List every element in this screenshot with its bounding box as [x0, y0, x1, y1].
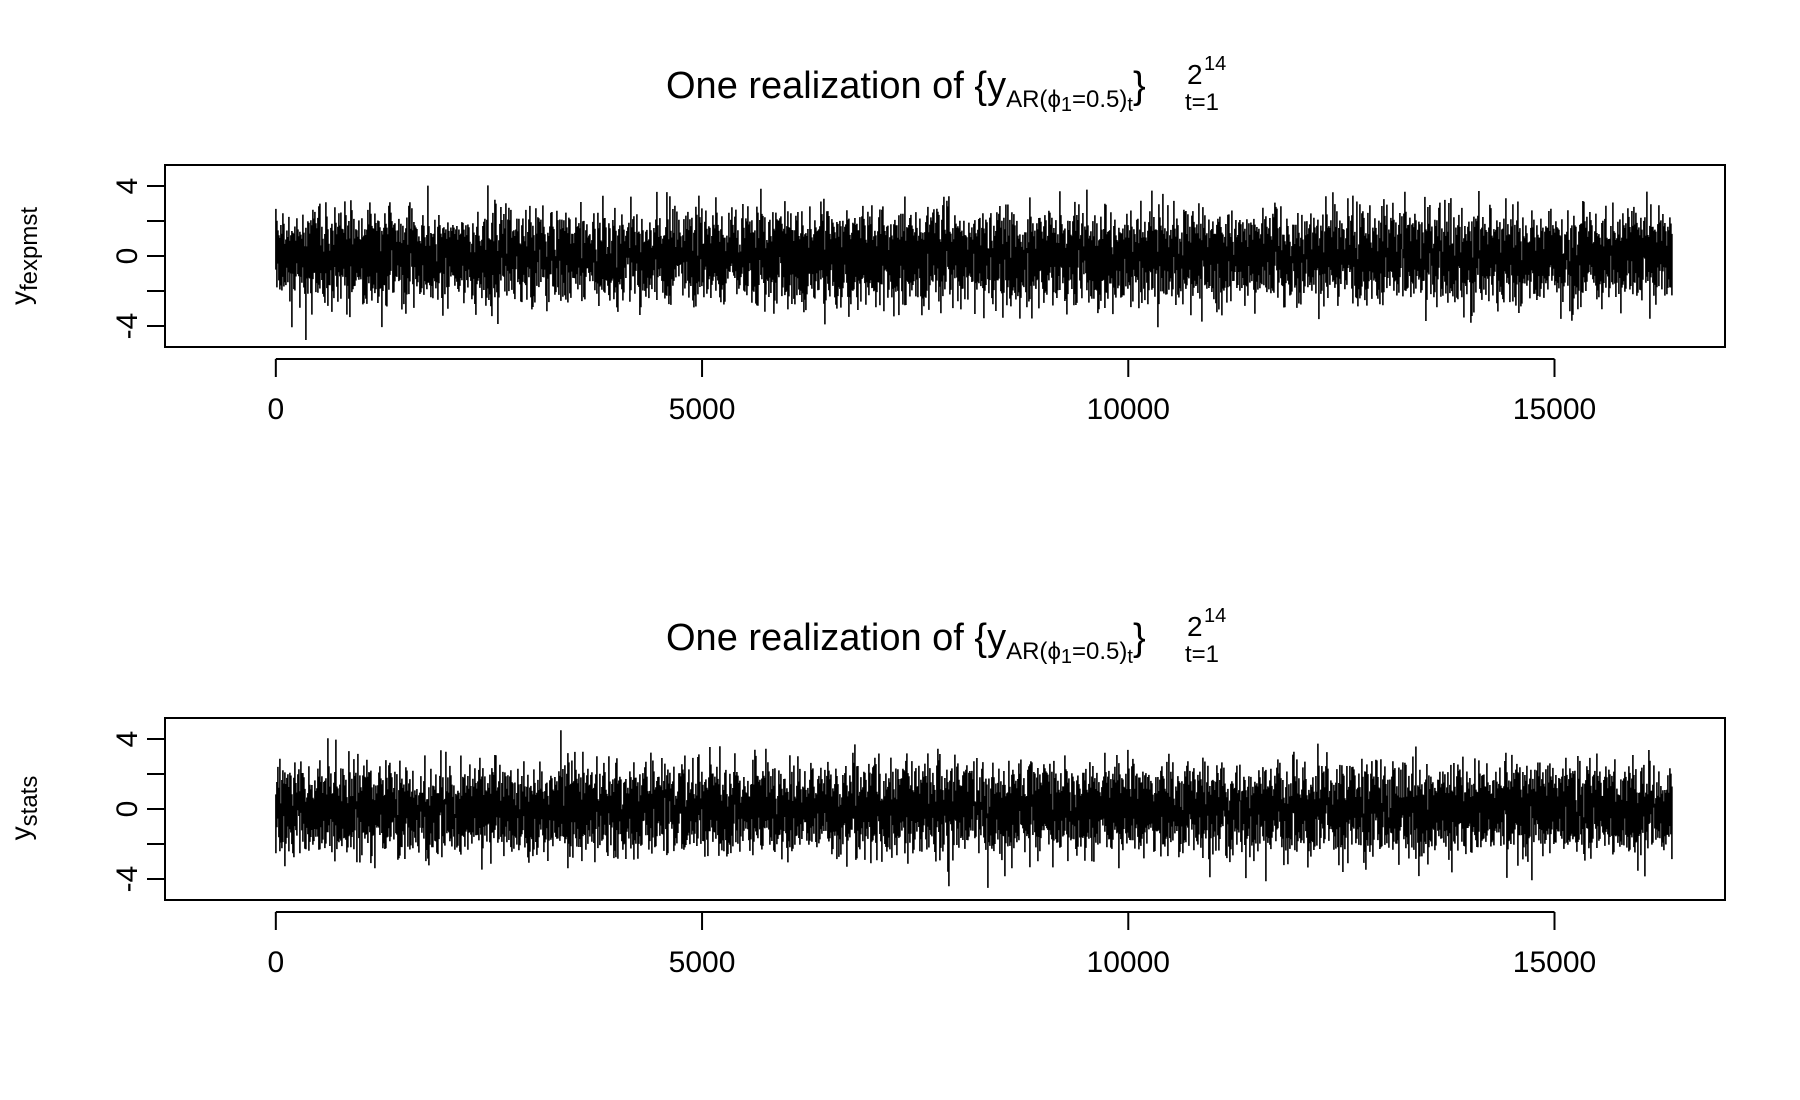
y-tick-label: 4 — [111, 178, 144, 195]
panel-1-title: One realization of {yAR(ϕ1=0.5)t} — [666, 65, 1146, 116]
panel-2-y-axis-label: ystats — [5, 776, 43, 841]
y-tick-label: -4 — [111, 866, 144, 893]
panel-1: One realization of {yAR(ϕ1=0.5)t} 2 14 t… — [5, 53, 1726, 426]
title-superscript-base: 2 — [1187, 59, 1203, 90]
title-lower-limit: t=1 — [1185, 641, 1219, 668]
title-phi-value: =0.5) — [1072, 638, 1127, 665]
title-phi-index: 1 — [1061, 646, 1072, 668]
y-tick-label: -4 — [111, 313, 144, 340]
title-phi-index: 1 — [1061, 94, 1072, 116]
title-phi: ϕ — [1047, 86, 1060, 113]
panel-1-y-axis: -4 0 4 — [111, 178, 166, 340]
title-phi-value: =0.5) — [1072, 86, 1127, 113]
panel-2-series-line — [275, 730, 1673, 888]
x-tick-label: 5000 — [669, 946, 736, 979]
title-prefix: One realization of {y — [666, 65, 1006, 107]
y-tick-label: 0 — [111, 801, 144, 818]
series-path — [275, 185, 1673, 340]
title-lower-limit: t=1 — [1185, 89, 1219, 116]
panel-1-y-axis-label: yfexpmst — [5, 207, 43, 305]
title-superscript-base: 2 — [1187, 611, 1203, 642]
x-tick-label: 10000 — [1087, 393, 1170, 426]
panel-1-series-line — [275, 185, 1673, 340]
title-superscript-exp: 14 — [1204, 53, 1226, 75]
title-inner-subscript: t — [1127, 646, 1133, 668]
y-tick-label: 4 — [111, 731, 144, 748]
title-subscript: AR( — [1006, 86, 1047, 113]
series-path — [275, 730, 1673, 888]
x-tick-label: 5000 — [669, 393, 736, 426]
panel-2: One realization of {yAR(ϕ1=0.5)t} 2 14 t… — [5, 605, 1726, 979]
title-inner-subscript: t — [1127, 94, 1133, 116]
panel-2-y-axis: -4 0 4 — [111, 731, 166, 893]
x-tick-label: 0 — [267, 393, 284, 426]
panel-2-title: One realization of {yAR(ϕ1=0.5)t} — [666, 617, 1146, 668]
title-superscript-exp: 14 — [1204, 605, 1226, 627]
title-close-brace: } — [1133, 617, 1146, 659]
title-phi: ϕ — [1047, 638, 1060, 665]
y-tick-label: 0 — [111, 248, 144, 265]
title-subscript: AR( — [1006, 638, 1047, 665]
panel-1-x-axis: 0 5000 10000 15000 — [267, 358, 1596, 426]
x-tick-label: 10000 — [1087, 946, 1170, 979]
panel-2-x-axis: 0 5000 10000 15000 — [267, 911, 1596, 979]
x-tick-label: 15000 — [1513, 946, 1596, 979]
x-tick-label: 0 — [267, 946, 284, 979]
x-tick-label: 15000 — [1513, 393, 1596, 426]
title-close-brace: } — [1133, 65, 1146, 107]
title-prefix: One realization of {y — [666, 617, 1006, 659]
